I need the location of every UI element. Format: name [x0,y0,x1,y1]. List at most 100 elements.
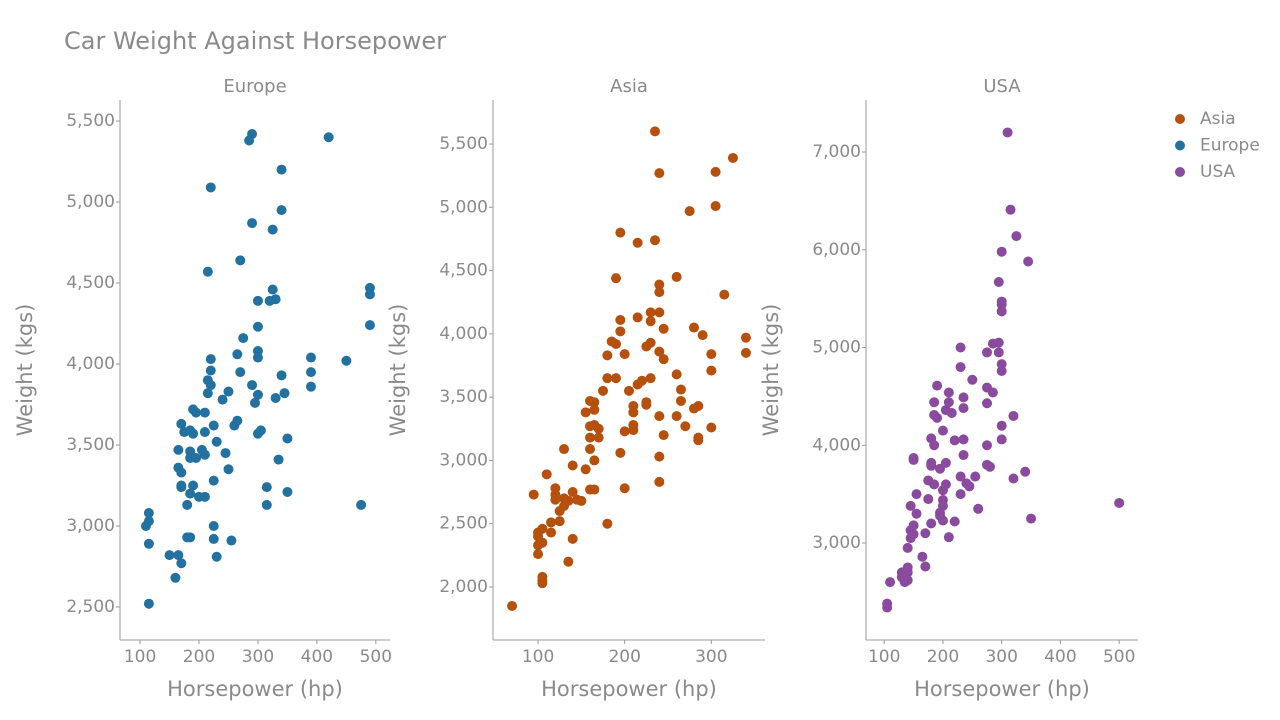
point [964,481,975,492]
point [185,488,196,499]
point [232,349,243,360]
point [223,464,234,475]
y-tick-label: 5,000 [66,192,115,212]
point [943,532,954,543]
x-tick-label: 100 [522,647,554,667]
point [740,332,751,343]
point [217,394,228,405]
point [955,489,966,500]
point [649,235,660,246]
y-tick-label: 5,000 [812,338,861,358]
y-tick-label: 2,500 [439,514,488,534]
point [1011,231,1022,242]
point [908,452,919,463]
point [537,578,548,589]
point [176,558,187,569]
point [356,499,367,510]
point [619,349,630,360]
legend-marker [1175,114,1185,124]
point [576,495,587,506]
point [645,337,656,348]
point [706,365,717,376]
point [276,370,287,381]
point [199,427,210,438]
point [727,152,738,163]
point [143,598,154,609]
point [885,577,896,588]
point [205,182,216,193]
x-axis-label: Horsepower (hp) [914,677,1090,701]
point [567,533,578,544]
point [902,542,913,553]
y-tick-label: 7,000 [812,142,861,162]
point [902,562,913,573]
point [208,475,219,486]
point [567,460,578,471]
point [252,389,263,400]
point [282,433,293,444]
y-tick-label: 5,500 [439,134,488,154]
point [943,397,954,408]
point [654,307,665,318]
x-axis-label: Horsepower (hp) [167,677,343,701]
point [740,347,751,358]
point [191,407,202,418]
point [987,387,998,398]
point [199,449,210,460]
point [611,373,622,384]
point [1114,497,1125,508]
panel-title: Europe [223,76,286,97]
point [559,444,570,455]
y-axis-label: Weight (kgs) [759,304,783,437]
point [211,551,222,562]
point [185,532,196,543]
point [364,320,375,331]
point [589,404,600,415]
point [958,450,969,461]
point [143,508,154,519]
point [589,455,600,466]
point [176,418,187,429]
point [585,432,596,443]
y-tick-label: 3,000 [66,516,115,536]
point [671,271,682,282]
point [955,362,966,373]
point [706,422,717,433]
point [993,347,1004,358]
point [649,126,660,137]
point [993,277,1004,288]
point [905,500,916,511]
point [996,306,1007,317]
point [929,397,940,408]
x-tick-label: 200 [183,647,215,667]
point [996,365,1007,376]
point [611,273,622,284]
point [235,367,246,378]
point [306,381,317,392]
point [955,342,966,353]
point [719,289,730,300]
point [680,421,691,432]
point [188,480,199,491]
point [911,489,922,500]
point [615,447,626,458]
x-tick-label: 200 [608,647,640,667]
point [563,556,574,567]
x-tick-label: 100 [124,647,156,667]
point [958,403,969,414]
y-tick-label: 4,000 [439,324,488,344]
point [182,499,193,510]
y-tick-label: 5,000 [439,197,488,217]
point [1008,473,1019,484]
point [546,517,557,528]
x-tick-label: 500 [360,647,392,667]
point [710,166,721,177]
y-tick-label: 4,500 [439,261,488,281]
point [693,401,704,412]
point [929,479,940,490]
y-tick-label: 3,500 [439,387,488,407]
legend-label: Asia [1200,109,1236,129]
point [671,369,682,380]
point [955,471,966,482]
point [932,412,943,423]
